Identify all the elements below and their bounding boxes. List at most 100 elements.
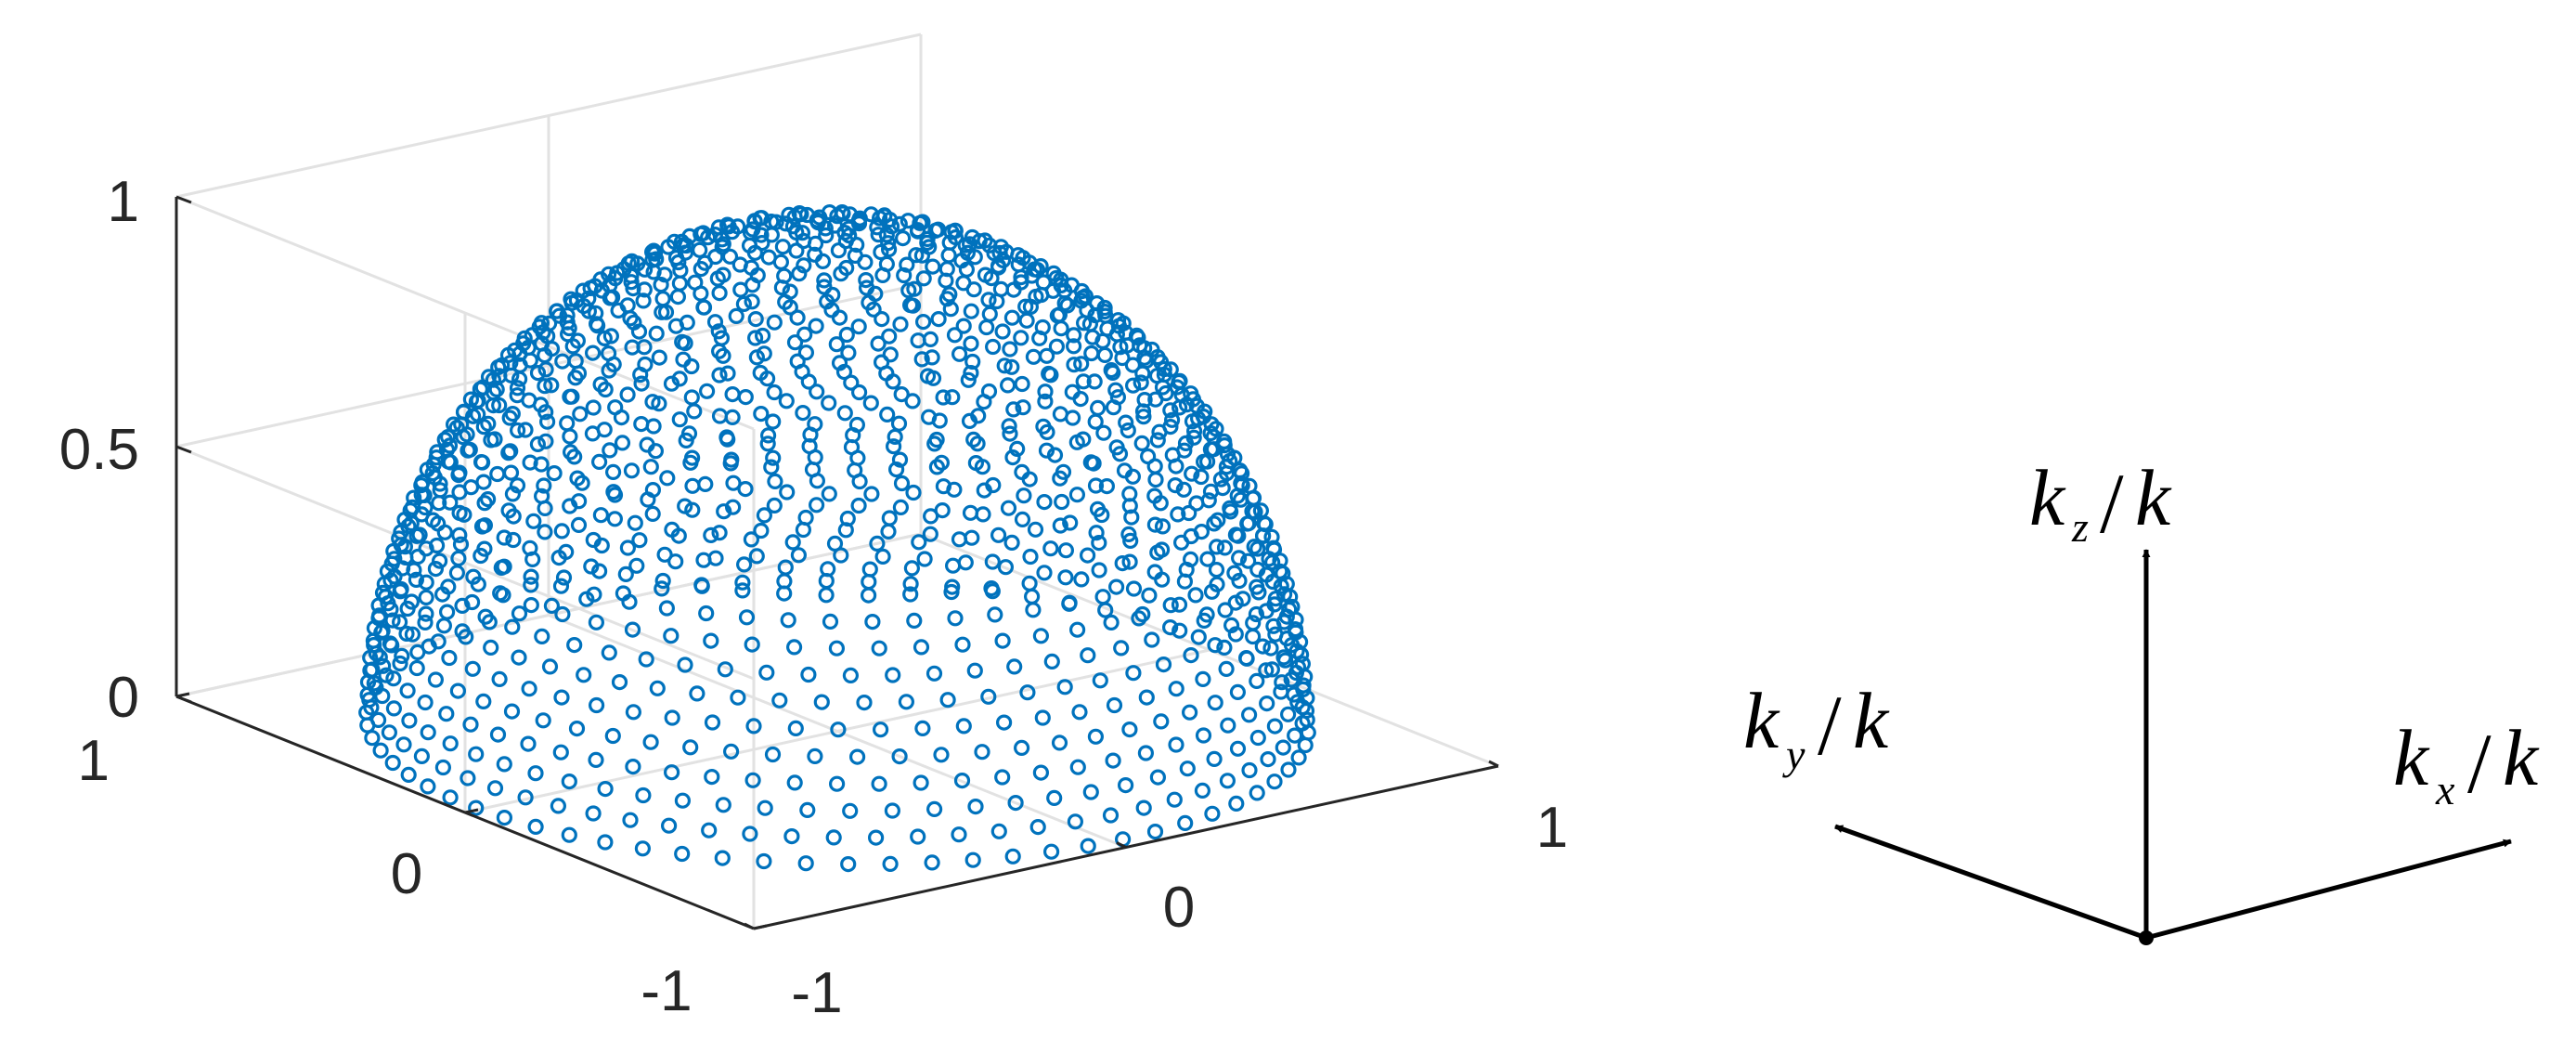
data-point	[904, 297, 922, 314]
data-point	[788, 224, 805, 240]
data-point	[619, 540, 637, 556]
data-point	[572, 406, 589, 422]
data-point	[1106, 696, 1123, 714]
data-point	[456, 506, 472, 523]
data-point	[873, 354, 890, 370]
data-point	[796, 257, 812, 274]
data-point	[1183, 385, 1199, 402]
data-point	[1217, 602, 1234, 618]
data-point	[1147, 471, 1164, 488]
data-point	[980, 688, 997, 705]
data-point	[1212, 471, 1230, 488]
x-tick-label: 1	[1536, 796, 1568, 860]
data-point	[417, 499, 434, 516]
data-point	[651, 396, 667, 412]
y-tick-label: 0	[391, 842, 422, 906]
data-point	[1094, 332, 1111, 349]
data-point	[417, 694, 434, 711]
data-point	[656, 546, 673, 563]
z-tick-mark	[175, 445, 192, 454]
data-point	[990, 257, 1007, 274]
data-point	[500, 502, 517, 519]
data-point	[951, 531, 968, 548]
data-point	[871, 775, 887, 792]
data-point	[800, 666, 817, 683]
data-point	[891, 748, 908, 765]
data-point	[420, 778, 436, 795]
data-point	[654, 304, 670, 320]
data-point	[753, 522, 770, 540]
data-point	[1178, 561, 1195, 578]
data-point	[946, 481, 963, 498]
data-point	[704, 768, 720, 786]
data-point	[385, 700, 402, 717]
data-point	[695, 299, 712, 316]
data-point	[807, 748, 823, 765]
data-point	[1049, 307, 1066, 324]
data-point	[1187, 587, 1204, 604]
kz-den: k	[2135, 453, 2172, 542]
data-point	[1258, 566, 1275, 583]
data-point	[1275, 649, 1292, 666]
data-point	[475, 474, 492, 490]
data-point	[562, 388, 578, 405]
data-point	[1043, 653, 1060, 670]
data-point	[734, 574, 751, 591]
data-point	[491, 670, 508, 688]
data-point	[882, 346, 899, 363]
data-point	[1239, 552, 1257, 569]
data-point	[719, 431, 736, 448]
data-point	[399, 682, 416, 699]
data-point	[1035, 274, 1052, 291]
data-point	[1172, 534, 1190, 551]
data-point	[384, 754, 401, 772]
data-point	[1135, 800, 1152, 816]
data-point	[771, 692, 788, 708]
data-point	[944, 557, 962, 574]
data-point	[1146, 488, 1163, 504]
data-point	[543, 377, 560, 394]
data-point	[597, 780, 614, 798]
data-point	[1032, 258, 1049, 275]
data-point	[375, 657, 392, 674]
data-point	[831, 355, 848, 371]
data-point	[879, 406, 896, 422]
data-point	[648, 325, 665, 342]
data-point	[418, 605, 434, 622]
data-point	[1021, 471, 1038, 488]
data-point	[786, 334, 804, 351]
kx-main: k	[2393, 713, 2430, 802]
data-point	[521, 392, 537, 409]
svg-text:k: k	[2393, 713, 2430, 802]
data-point	[1195, 727, 1212, 744]
scatter3d-plot: 1 0.5 0 1 0 -1 -1 0 1	[59, 32, 1568, 1025]
data-point	[370, 711, 387, 729]
data-point	[624, 621, 641, 638]
data-point	[790, 547, 808, 564]
data-point	[634, 840, 652, 857]
data-point	[1289, 694, 1306, 710]
data-point	[626, 314, 642, 331]
data-point	[371, 649, 388, 666]
data-point	[1134, 365, 1151, 382]
data-point	[985, 476, 1002, 494]
data-point	[967, 455, 985, 472]
data-point	[543, 341, 561, 358]
data-point	[926, 665, 943, 682]
data-point	[756, 852, 772, 870]
axis-lines	[175, 195, 1499, 930]
data-point	[1088, 525, 1105, 541]
axes-orientation-diagram: k z / k k y / k k x / k	[1743, 453, 2540, 945]
svg-text:z: z	[2071, 503, 2089, 551]
data-point	[1245, 615, 1262, 631]
data-point	[723, 224, 741, 240]
ky-label: k y / k	[1743, 676, 1890, 778]
data-point	[1016, 488, 1032, 504]
data-point	[614, 435, 631, 451]
data-point	[381, 724, 397, 741]
data-point	[884, 802, 901, 819]
data-point	[953, 772, 971, 789]
data-point	[818, 227, 835, 244]
data-point	[534, 628, 550, 645]
data-point	[760, 249, 777, 266]
